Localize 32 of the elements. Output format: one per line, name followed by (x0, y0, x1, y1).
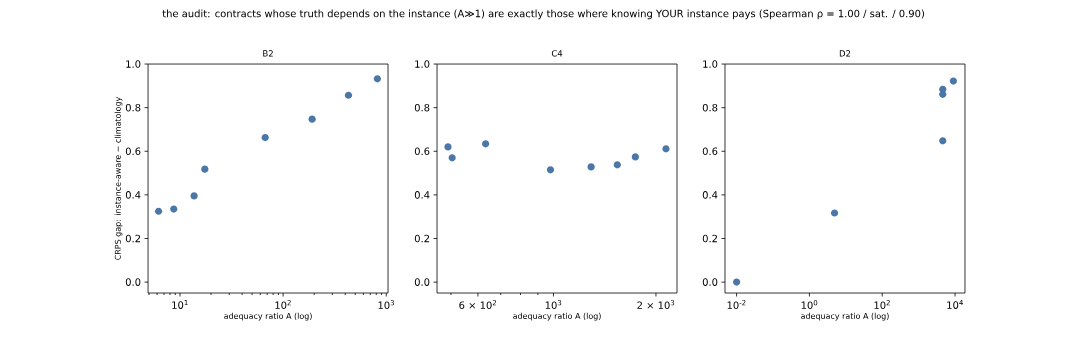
x-tick-label: 10$^{0}$ (801, 300, 818, 309)
y-tick-label: 0.6 (414, 147, 430, 156)
text: the audit: contracts whose truth depends on the instance (A≫1) are exactly those where knowing YOUR instance pays (Spearman ρ = 1.00 / sat. / 0.90) (162, 9, 924, 20)
y-tick-label: 0.4 (125, 191, 141, 199)
y-tick-label: 0.6 (125, 147, 141, 156)
y-tick-label: 1.0 (703, 60, 718, 68)
y-tick-label: 0.0 (125, 278, 141, 286)
y-tick-label: 1.0 (126, 60, 141, 68)
y-tick-label: 0.2 (414, 234, 430, 243)
y-tick-label: 0.4 (702, 191, 718, 199)
x-tick-label: 10$^{3}$ (378, 300, 395, 309)
y-tick-label: 0.0 (414, 278, 430, 286)
y-tick-label: 0.0 (702, 278, 718, 286)
y-tick-label: 0.8 (414, 103, 430, 112)
chart-title: D2 (839, 50, 851, 57)
x-tick-label: 10$^{2}$ (275, 300, 291, 309)
y-tick-label: 0.4 (414, 191, 430, 199)
y-tick-label: 0.8 (125, 103, 141, 112)
x-tick-label: 10$^{2}$ (874, 300, 890, 309)
x-tick-label: 10$^{1}$ (172, 300, 188, 309)
chart-title: C4 (551, 50, 563, 57)
chart-title: B2 (263, 50, 273, 57)
y-tick-label: 0.6 (702, 147, 718, 156)
y-tick-label: 0.2 (125, 234, 141, 243)
x-tick-label: 10$^{3}$ (545, 300, 562, 309)
y-tick-label: 0.2 (702, 234, 717, 243)
y-tick-label: 0.8 (702, 103, 718, 112)
x-tick-label: 6 × 10$^{2}$ (459, 300, 497, 309)
x-tick-label: 10$^{-2}$ (727, 300, 746, 309)
x-tick-label: 2 × 10$^{3}$ (637, 300, 675, 309)
x-tick-label: 10$^{4}$ (947, 300, 963, 309)
y-tick-label: 1.0 (415, 60, 430, 68)
